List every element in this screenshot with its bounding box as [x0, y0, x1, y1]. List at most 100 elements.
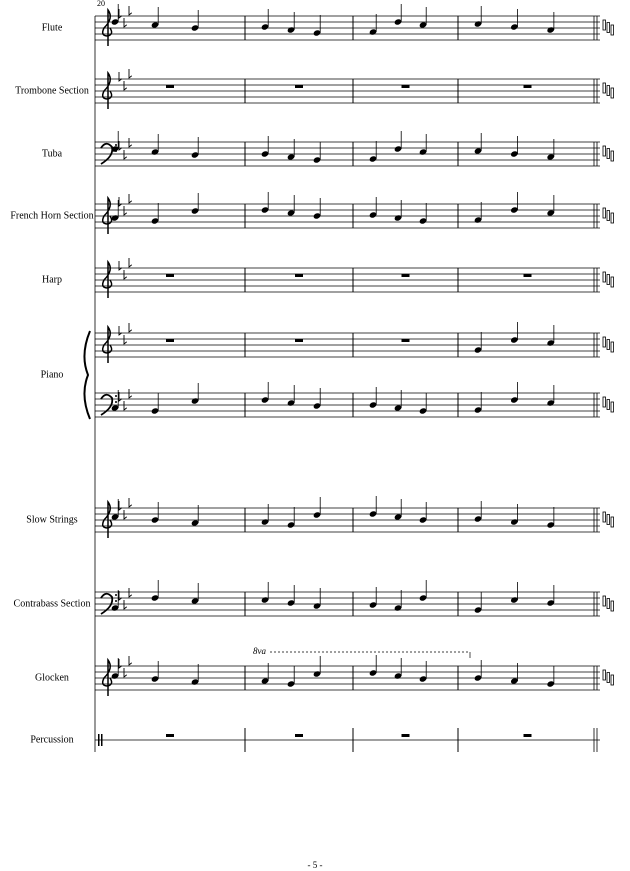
treble-clef	[101, 259, 113, 298]
instrument-name: Tuba	[42, 148, 63, 159]
note-head	[394, 405, 402, 411]
note-head	[287, 210, 295, 216]
note-head	[369, 670, 377, 676]
flat	[123, 600, 127, 610]
note-head	[394, 19, 402, 25]
note-head	[394, 514, 402, 520]
treble-clef	[101, 499, 113, 538]
flat	[128, 323, 132, 333]
note-head	[261, 519, 269, 525]
natural	[610, 150, 614, 162]
note-head	[313, 403, 321, 409]
whole-rest	[401, 274, 410, 277]
staff	[95, 507, 600, 533]
note-head	[191, 679, 199, 685]
instrument-name: Piano	[41, 369, 64, 380]
note-head	[191, 25, 199, 31]
note-head	[394, 605, 402, 611]
note-head	[394, 146, 402, 152]
note-head	[111, 146, 119, 152]
staff	[95, 665, 600, 691]
flat	[123, 668, 127, 678]
whole-rest	[166, 274, 174, 277]
note-head	[474, 675, 482, 681]
whole-rest	[523, 85, 532, 88]
whole-rest	[401, 85, 410, 88]
flat	[118, 501, 122, 511]
bass-clef	[100, 393, 114, 416]
piano-brace	[83, 330, 91, 420]
whole-rest	[295, 274, 303, 277]
natural	[610, 276, 614, 288]
flat	[128, 656, 132, 666]
natural	[606, 210, 610, 221]
note-head	[313, 603, 321, 609]
flat	[118, 197, 122, 207]
instrument-name: Percussion	[30, 734, 73, 745]
whole-rest	[523, 274, 532, 277]
bass-clef-dot	[115, 594, 117, 596]
staff	[95, 78, 600, 104]
natural	[610, 87, 614, 99]
note-head	[151, 408, 159, 414]
staff	[95, 332, 600, 358]
natural	[602, 669, 606, 681]
note-head	[510, 207, 518, 213]
natural	[606, 85, 610, 96]
note-head	[394, 215, 402, 221]
page-number: - 5 -	[308, 860, 323, 870]
flat	[123, 401, 127, 411]
whole-rest	[166, 339, 174, 342]
note-head	[510, 337, 518, 343]
note-head	[313, 671, 321, 677]
note-head	[419, 149, 427, 155]
natural	[602, 271, 606, 283]
whole-rest	[401, 734, 410, 737]
note-head	[474, 607, 482, 613]
flat	[128, 194, 132, 204]
note-head	[369, 602, 377, 608]
note-head	[369, 156, 377, 162]
flat	[118, 392, 122, 402]
note-head	[474, 516, 482, 522]
note-head	[547, 340, 555, 346]
instrument-name: French Horn Section	[10, 210, 93, 221]
note-head	[287, 400, 295, 406]
natural	[610, 674, 614, 686]
natural	[606, 672, 610, 683]
instrument-name: Contrabass Section	[14, 598, 91, 609]
flat	[118, 72, 122, 82]
staff	[95, 267, 600, 293]
note-head	[369, 29, 377, 35]
note-head	[191, 152, 199, 158]
natural	[606, 148, 610, 159]
flat	[128, 258, 132, 268]
natural	[602, 595, 606, 607]
note-head	[547, 600, 555, 606]
natural	[610, 516, 614, 528]
instrument-name: Trombone Section	[15, 85, 89, 96]
note-head	[261, 397, 269, 403]
natural	[602, 145, 606, 157]
natural	[606, 274, 610, 285]
note-head	[191, 520, 199, 526]
note-head	[510, 597, 518, 603]
staff	[95, 591, 600, 617]
note-head	[510, 151, 518, 157]
note-head	[287, 600, 295, 606]
note-head	[474, 21, 482, 27]
instrument-name: Harp	[42, 274, 62, 285]
treble-clef	[101, 7, 113, 46]
bass-clef-dot	[115, 600, 117, 602]
note-head	[151, 22, 159, 28]
natural	[602, 511, 606, 523]
natural	[606, 598, 610, 609]
note-head	[510, 678, 518, 684]
instrument-name: Glocken	[35, 672, 69, 683]
note-head	[261, 151, 269, 157]
treble-clef	[101, 657, 113, 696]
flat	[123, 81, 127, 91]
natural	[610, 341, 614, 353]
flat	[118, 9, 122, 19]
